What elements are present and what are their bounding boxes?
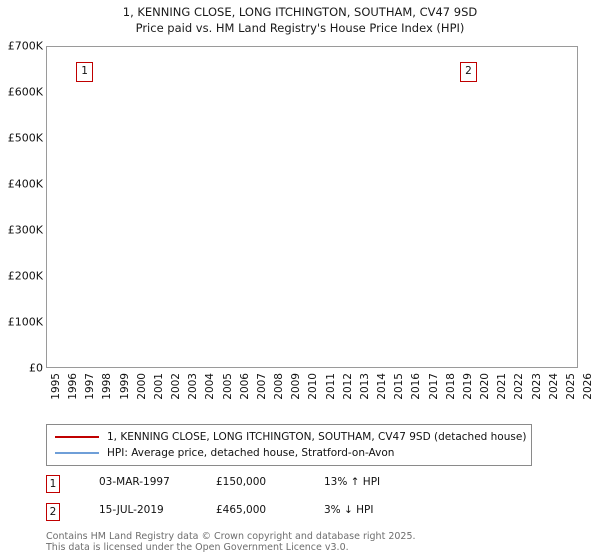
x-axis-tick-2001: 2001 bbox=[152, 373, 165, 400]
annotation-index-1: 1 bbox=[46, 475, 60, 493]
x-axis-tick-2002: 2002 bbox=[170, 373, 183, 400]
x-axis-tick-2017: 2017 bbox=[427, 373, 440, 400]
legend-item-price-paid: 1, KENNING CLOSE, LONG ITCHINGTON, SOUTH… bbox=[53, 429, 527, 445]
legend-swatch-price-paid bbox=[55, 436, 99, 438]
x-axis-tick-2000: 2000 bbox=[135, 373, 148, 400]
x-axis-tick-2003: 2003 bbox=[187, 373, 200, 400]
y-axis-tick-5: £500K bbox=[7, 131, 43, 145]
x-axis-tick-2006: 2006 bbox=[238, 373, 251, 400]
x-axis-tick-1999: 1999 bbox=[118, 373, 131, 400]
x-axis-tick-2022: 2022 bbox=[513, 373, 526, 400]
x-axis-tick-2008: 2008 bbox=[273, 373, 286, 400]
x-axis-tick-2009: 2009 bbox=[290, 373, 303, 400]
legend-label-price-paid: 1, KENNING CLOSE, LONG ITCHINGTON, SOUTH… bbox=[107, 431, 527, 443]
annotation-date-1: 03-MAR-1997 bbox=[99, 476, 170, 488]
y-axis-tick-labels: £0 £100K £200K £300K £400K £500K £600K £700K bbox=[0, 0, 46, 560]
x-axis-tick-2007: 2007 bbox=[255, 373, 268, 400]
marker-callout-1: 1 bbox=[76, 62, 93, 82]
legend-item-hpi: HPI: Average price, detached house, Stra… bbox=[53, 445, 525, 461]
annotation-price-1: £150,000 bbox=[216, 476, 267, 488]
x-axis-tick-2024: 2024 bbox=[547, 373, 560, 400]
x-axis-tick-2025: 2025 bbox=[564, 373, 577, 400]
y-axis-tick-7: £700K bbox=[7, 39, 43, 53]
x-axis-tick-2023: 2023 bbox=[530, 373, 543, 400]
page-title-line-2: Price paid vs. HM Land Registry's House … bbox=[135, 21, 465, 35]
x-axis-tick-2011: 2011 bbox=[324, 373, 337, 400]
y-axis-tick-2: £200K bbox=[7, 269, 43, 283]
x-axis-tick-2020: 2020 bbox=[479, 373, 492, 400]
chart-title: 1, KENNING CLOSE, LONG ITCHINGTON, SOUTH… bbox=[0, 4, 600, 36]
annotation-hpi-1: 13% ↑ HPI bbox=[324, 476, 381, 488]
x-axis-tick-2018: 2018 bbox=[444, 373, 457, 400]
y-axis-tick-6: £600K bbox=[7, 85, 43, 99]
x-axis-tick-2004: 2004 bbox=[204, 373, 217, 400]
copyright-footer: Contains HM Land Registry data © Crown c… bbox=[46, 531, 586, 553]
plot-area bbox=[46, 46, 578, 368]
y-axis-tick-4: £400K bbox=[7, 177, 43, 191]
footer-line-1: Contains HM Land Registry data © Crown c… bbox=[46, 531, 416, 542]
x-axis-tick-2016: 2016 bbox=[410, 373, 423, 400]
x-axis-tick-2012: 2012 bbox=[341, 373, 354, 400]
y-axis-tick-1: £100K bbox=[7, 315, 43, 329]
footer-line-2: This data is licensed under the Open Gov… bbox=[46, 542, 349, 553]
x-axis-tick-1996: 1996 bbox=[67, 373, 80, 400]
chart-legend: 1, KENNING CLOSE, LONG ITCHINGTON, SOUTH… bbox=[46, 424, 532, 466]
table-row: 2 15-JUL-2019 £465,000 3% ↓ HPI bbox=[46, 503, 546, 525]
plot-border bbox=[46, 46, 578, 368]
x-axis-tick-1995: 1995 bbox=[50, 373, 62, 400]
table-row: 1 03-MAR-1997 £150,000 13% ↑ HPI bbox=[46, 475, 546, 497]
x-axis-tick-labels: 1995 1996 1997 1998 1999 2000 2001 2002 2003 2004… bbox=[46, 369, 594, 427]
annotation-date-2: 15-JUL-2019 bbox=[99, 504, 164, 516]
y-axis-tick-3: £300K bbox=[7, 223, 43, 237]
marker-callout-2: 2 bbox=[460, 62, 477, 82]
legend-swatch-hpi bbox=[55, 452, 99, 454]
page-title-line-1: 1, KENNING CLOSE, LONG ITCHINGTON, SOUTH… bbox=[122, 5, 478, 19]
x-axis-tick-2021: 2021 bbox=[496, 373, 509, 400]
x-axis-tick-2013: 2013 bbox=[358, 373, 371, 400]
x-axis-tick-2014: 2014 bbox=[376, 373, 389, 400]
x-axis-tick-1998: 1998 bbox=[101, 373, 114, 400]
x-axis-tick-2015: 2015 bbox=[393, 373, 406, 400]
y-axis-tick-0: £0 bbox=[29, 361, 43, 375]
x-axis-tick-2026: 2026 bbox=[582, 373, 594, 400]
annotation-price-2: £465,000 bbox=[216, 504, 267, 516]
x-axis-tick-1997: 1997 bbox=[84, 373, 97, 400]
annotation-index-2: 2 bbox=[46, 503, 60, 521]
x-axis-tick-2010: 2010 bbox=[307, 373, 320, 400]
x-axis-tick-2019: 2019 bbox=[461, 373, 474, 400]
annotation-hpi-2: 3% ↓ HPI bbox=[324, 504, 374, 516]
legend-label-hpi: HPI: Average price, detached house, Stra… bbox=[107, 447, 395, 459]
x-axis-tick-2005: 2005 bbox=[221, 373, 234, 400]
